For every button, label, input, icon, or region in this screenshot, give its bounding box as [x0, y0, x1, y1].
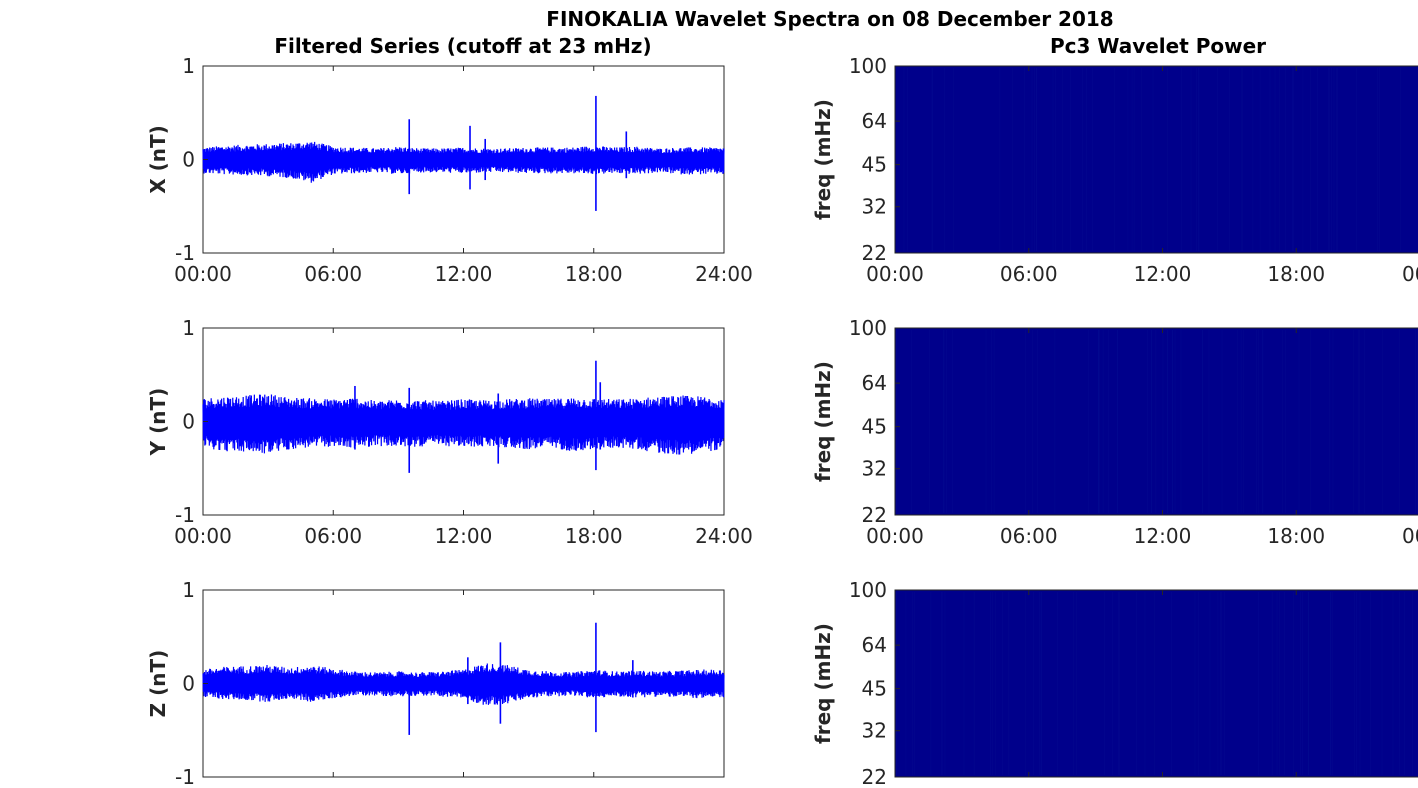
- series-x-trace: [202, 141, 725, 183]
- heatmap-x: [894, 65, 1418, 254]
- ytick-label: -1: [175, 241, 195, 265]
- xtick-label: 06:00: [304, 524, 362, 548]
- ytick-label: -1: [175, 503, 195, 527]
- heat-ytick-label: 22: [862, 241, 887, 265]
- heat-ytick-label: 32: [862, 195, 887, 219]
- heat-ytick-label: 64: [862, 633, 887, 657]
- ytick-label: 1: [182, 578, 195, 602]
- xtick-label: 24:00: [695, 524, 753, 548]
- heat-ytick-label: 100: [849, 316, 887, 340]
- heat-xtick-label: 18:00: [1267, 524, 1325, 548]
- series-y-trace: [202, 394, 725, 455]
- ylabel-freq: freq (mHz): [811, 623, 835, 744]
- heat-ytick-label: 45: [862, 415, 887, 439]
- xtick-label: 12:00: [435, 524, 493, 548]
- ytick-label: 0: [182, 410, 195, 434]
- xtick-label: 18:00: [565, 524, 623, 548]
- left-column-title: Filtered Series (cutoff at 23 mHz): [274, 34, 651, 58]
- heat-xtick-label: 06:00: [1000, 262, 1058, 286]
- heat-xtick-label: 00:00: [866, 524, 924, 548]
- heat-ytick-label: 100: [849, 578, 887, 602]
- heat-xtick-label: 12:00: [1134, 262, 1192, 286]
- ytick-label: 0: [182, 672, 195, 696]
- series-z-trace: [202, 663, 725, 705]
- heatmap-y: [894, 327, 1418, 516]
- heat-xtick-label: 00:00: [866, 262, 924, 286]
- xtick-label: 12:00: [435, 262, 493, 286]
- figure-title: FINOKALIA Wavelet Spectra on 08 December…: [546, 7, 1113, 31]
- heat-ytick-label: 64: [862, 371, 887, 395]
- xtick-label: 00:00: [174, 262, 232, 286]
- heat-ytick-label: 45: [862, 677, 887, 701]
- heat-ytick-label: 64: [862, 109, 887, 133]
- heat-ytick-label: 100: [849, 54, 887, 78]
- xtick-label: 06:00: [304, 262, 362, 286]
- xtick-label: 18:00: [565, 262, 623, 286]
- heat-ytick-label: 22: [862, 503, 887, 527]
- heat-xtick-label: 06:00: [1000, 524, 1058, 548]
- ylabel-freq: freq (mHz): [811, 99, 835, 220]
- ylabel-z: Z (nT): [146, 650, 170, 718]
- xtick-label: 24:00: [695, 262, 753, 286]
- ylabel-freq: freq (mHz): [811, 361, 835, 482]
- xtick-label: 00:00: [174, 524, 232, 548]
- ylabel-x: X (nT): [146, 125, 170, 194]
- heat-ytick-label: 32: [862, 719, 887, 743]
- ytick-label: 0: [182, 148, 195, 172]
- ylabel-y: Y (nT): [146, 388, 170, 457]
- right-column-title: Pc3 Wavelet Power: [1050, 34, 1266, 58]
- ytick-label: 1: [182, 54, 195, 78]
- heat-ytick-label: 45: [862, 153, 887, 177]
- heat-ytick-label: 32: [862, 457, 887, 481]
- heatmap-z: [894, 589, 1418, 778]
- ytick-label: 1: [182, 316, 195, 340]
- ytick-label: -1: [175, 765, 195, 788]
- heat-xtick-label: 12:00: [1134, 524, 1192, 548]
- heat-xtick-label: 00: [1402, 262, 1418, 286]
- heat-xtick-label: 18:00: [1267, 262, 1325, 286]
- heat-xtick-label: 00: [1402, 524, 1418, 548]
- heat-ytick-label: 22: [862, 765, 887, 788]
